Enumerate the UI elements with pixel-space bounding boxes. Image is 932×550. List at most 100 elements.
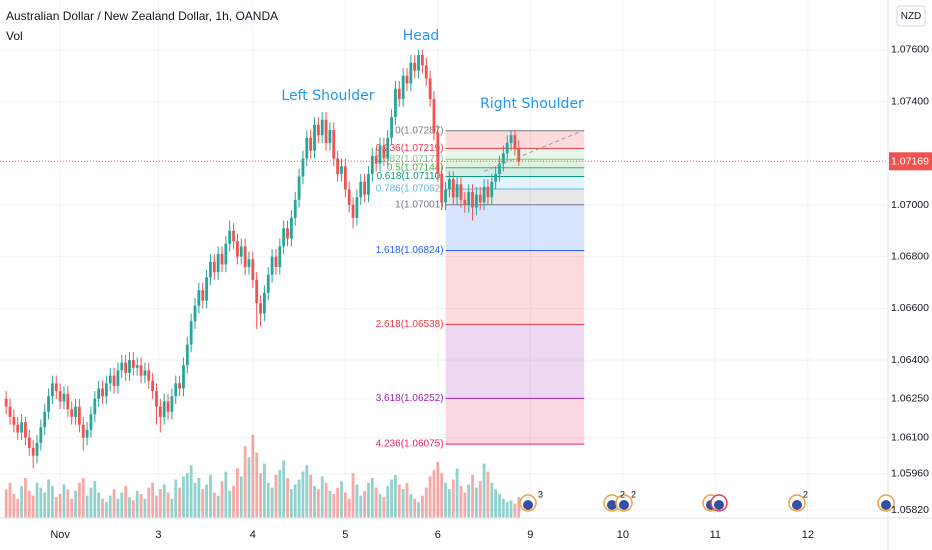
volume-bar xyxy=(509,500,513,518)
volume-bar xyxy=(424,487,428,518)
event-icon xyxy=(607,500,617,510)
candle-body xyxy=(39,427,43,443)
volume-bar xyxy=(463,492,467,518)
x-tick-label: 5 xyxy=(342,529,348,541)
candle-body xyxy=(166,401,170,412)
volume-bar xyxy=(93,481,97,518)
volume-bar xyxy=(209,474,212,518)
volume-label: Vol xyxy=(6,29,23,43)
candle-body xyxy=(212,261,216,273)
candle-body xyxy=(386,137,390,159)
grid xyxy=(0,0,888,518)
volume-bar xyxy=(128,497,131,518)
volume-bar xyxy=(228,490,232,518)
last-price-box xyxy=(889,152,932,171)
candle-body xyxy=(12,416,16,425)
event-count: 2 xyxy=(631,489,636,499)
candle-body xyxy=(332,130,336,159)
candle-body xyxy=(343,166,347,190)
candle-body xyxy=(336,158,340,174)
volume-bar xyxy=(85,495,89,518)
candle-body xyxy=(501,153,505,164)
y-tick-label: 1.06250 xyxy=(891,393,929,405)
candle-body xyxy=(51,383,54,397)
volume-bar xyxy=(35,482,39,518)
candle-body xyxy=(108,375,112,384)
volume-bar xyxy=(170,498,174,518)
volume-bar xyxy=(451,479,455,518)
candle-body xyxy=(104,383,108,397)
volume-bar xyxy=(301,471,305,518)
candle-body xyxy=(432,98,436,133)
candle-body xyxy=(197,290,201,306)
candle-body xyxy=(436,132,440,174)
volume-bar xyxy=(293,484,297,518)
volume-bar xyxy=(386,486,390,518)
volume-bar xyxy=(347,498,351,518)
candle-body xyxy=(131,360,135,368)
fib-zone xyxy=(445,324,585,399)
volume-bar xyxy=(378,494,382,518)
candle-body xyxy=(278,246,282,268)
fib-zone xyxy=(445,188,585,205)
candle-body xyxy=(205,277,208,301)
volume-bar xyxy=(474,487,478,518)
volume-bar xyxy=(266,482,270,518)
candle-body xyxy=(297,176,301,200)
candle-body xyxy=(378,145,382,164)
candle-body xyxy=(451,179,455,198)
volume-bar xyxy=(440,473,444,518)
volume-bar xyxy=(363,490,367,518)
volume-bar xyxy=(62,484,66,518)
volume-bar xyxy=(39,487,43,518)
volume-bar xyxy=(251,434,255,518)
candle-body xyxy=(490,181,494,198)
volume-bar xyxy=(101,498,104,518)
volume-bar xyxy=(197,478,201,518)
candle-body xyxy=(77,406,81,425)
y-tick-label: 1.05960 xyxy=(891,468,929,480)
candle-body xyxy=(178,383,182,389)
candle-body xyxy=(505,142,509,154)
volume-bar xyxy=(236,468,239,518)
volume-bar xyxy=(212,492,216,518)
volume-bar xyxy=(270,487,274,518)
volume-bar xyxy=(513,503,517,518)
candle-body xyxy=(509,135,513,143)
volume-bar xyxy=(47,479,50,518)
volume-bar xyxy=(367,482,370,518)
candle-body xyxy=(116,370,120,386)
fib-label: 0.5(1.07144) xyxy=(387,162,444,173)
candle-body xyxy=(74,406,77,417)
fib-label: 0(1.07287) xyxy=(395,125,443,136)
volume-bar xyxy=(158,489,162,518)
annotation: Right Shoulder xyxy=(480,96,584,112)
volume-bar xyxy=(262,463,266,518)
currency-button[interactable] xyxy=(896,5,926,27)
candle-body xyxy=(474,194,478,208)
candle-body xyxy=(174,383,178,397)
candle-body xyxy=(158,406,162,417)
fib-zone xyxy=(445,159,585,168)
fib-zone xyxy=(445,250,585,325)
volume-bar xyxy=(232,486,235,518)
candle-body xyxy=(494,173,498,182)
volume-bar xyxy=(66,489,70,518)
y-tick-label: 1.07600 xyxy=(891,44,929,56)
x-tick-label: 3 xyxy=(155,529,161,541)
candle-body xyxy=(251,259,255,280)
volume-bar xyxy=(459,486,463,518)
candle-body xyxy=(220,254,224,265)
volume-bar xyxy=(455,468,459,518)
y-tick-label: 1.06100 xyxy=(891,431,929,443)
candle-body xyxy=(282,228,286,247)
volume-bar xyxy=(351,473,355,518)
candle-body xyxy=(128,360,131,373)
volume-bar xyxy=(370,478,374,518)
volume-bar xyxy=(143,498,147,518)
overlays xyxy=(0,129,888,172)
candle-body xyxy=(289,217,293,239)
event-icon xyxy=(792,500,802,510)
volume-bar xyxy=(444,482,447,518)
volume-bar xyxy=(120,492,124,518)
